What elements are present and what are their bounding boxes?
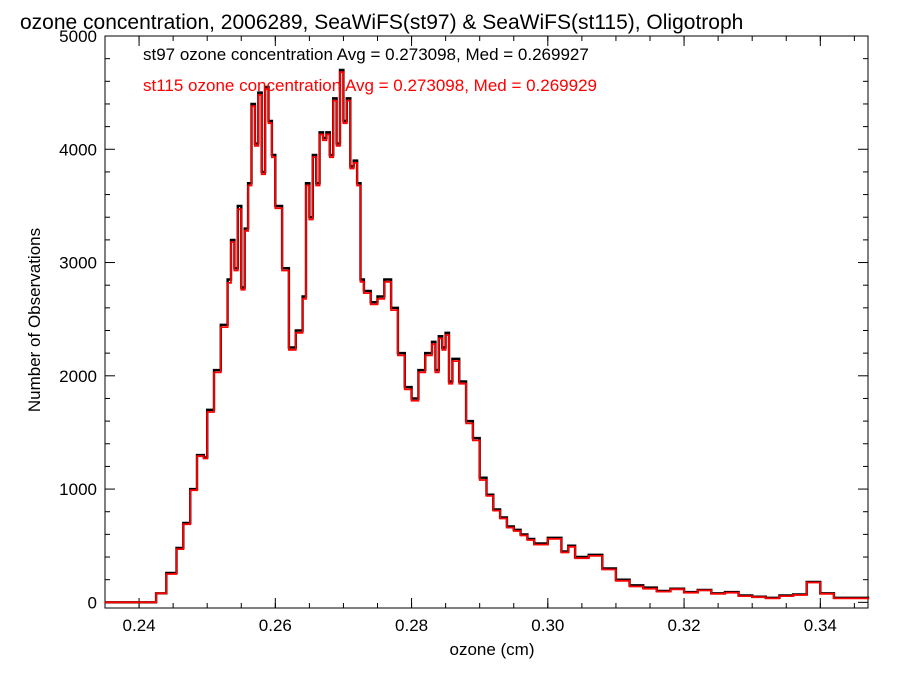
x-tick-label: 0.26 [259, 616, 292, 635]
series-line-1 [105, 71, 869, 604]
y-tick-label: 2000 [59, 367, 97, 386]
y-tick-label: 3000 [59, 254, 97, 273]
y-tick-label: 0 [88, 593, 97, 612]
y-axis-label: Number of Observations [25, 228, 44, 412]
plot-frame [104, 35, 869, 609]
x-tick-label: 0.24 [123, 616, 156, 635]
legend: st97 ozone concentration Avg = 0.273098,… [143, 45, 597, 95]
legend-entry-st115: st115 ozone concentration Avg = 0.273098… [143, 76, 597, 95]
chart-title: ozone concentration, 2006289, SeaWiFS(st… [20, 11, 743, 34]
y-tick-label: 4000 [59, 140, 97, 159]
x-tick-label: 0.30 [531, 616, 564, 635]
legend-entry-st97: st97 ozone concentration Avg = 0.273098,… [143, 45, 589, 64]
y-tick-label: 5000 [59, 27, 97, 46]
x-axis-label: ozone (cm) [449, 640, 534, 659]
y-tick-label: 1000 [59, 480, 97, 499]
x-tick-label: 0.34 [804, 616, 837, 635]
plot-area: 0.24 0.26 0.28 0.30 0.32 0.34 0 1000 2000 3000 400… [59, 27, 870, 635]
x-tick-label: 0.32 [668, 616, 701, 635]
series-line-0 [105, 68, 870, 604]
x-tick-label: 0.28 [395, 616, 428, 635]
